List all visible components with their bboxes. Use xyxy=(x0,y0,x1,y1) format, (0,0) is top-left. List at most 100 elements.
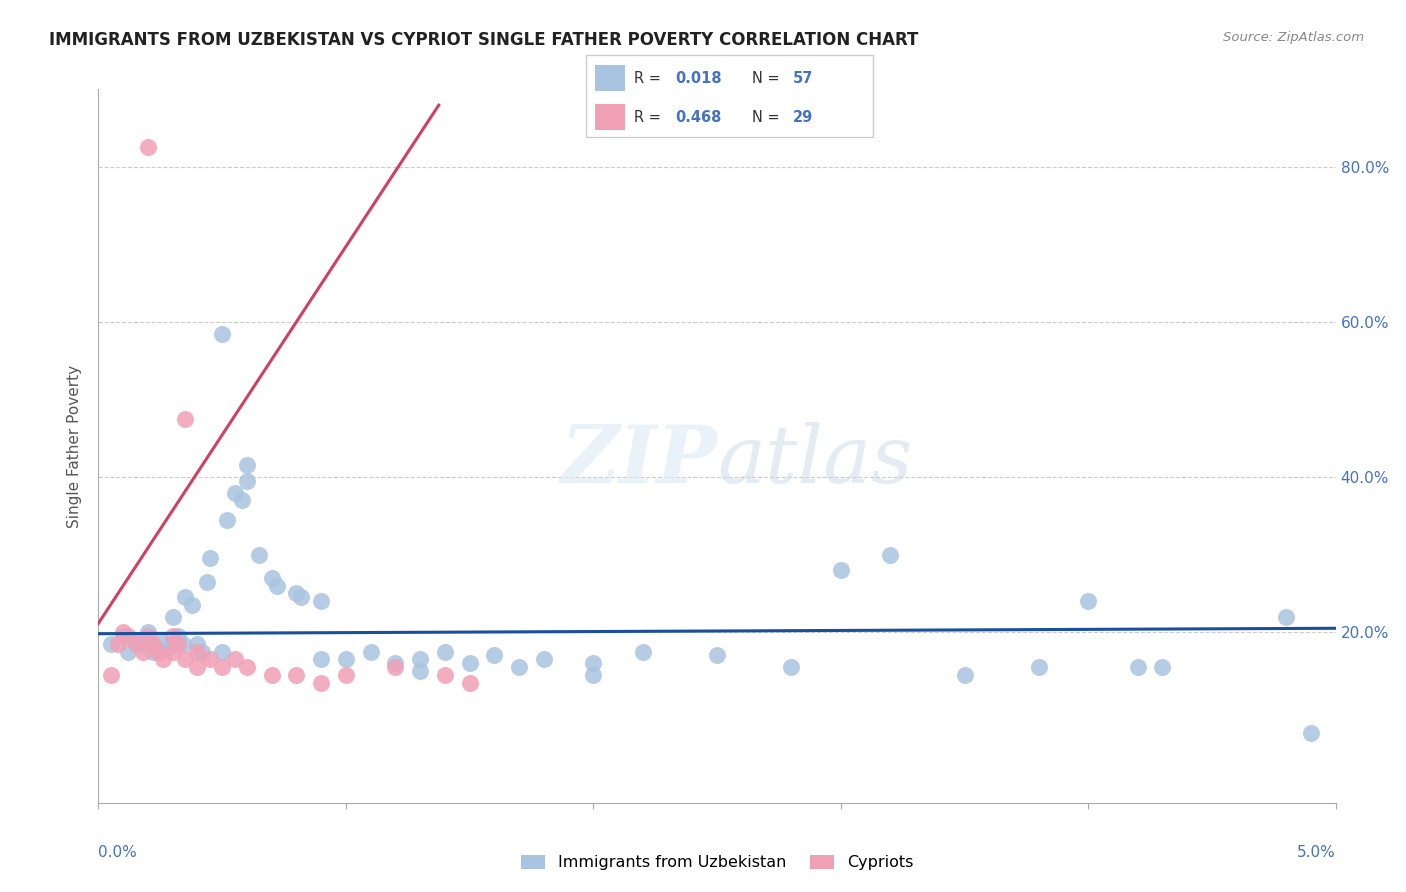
Point xyxy=(124,632,146,647)
Point xyxy=(146,644,169,658)
Point xyxy=(112,625,135,640)
Point xyxy=(166,637,188,651)
Text: 29: 29 xyxy=(793,110,814,125)
FancyBboxPatch shape xyxy=(586,55,873,136)
Point xyxy=(132,644,155,658)
Text: R =: R = xyxy=(634,110,665,125)
Point xyxy=(124,637,146,651)
Text: R =: R = xyxy=(634,70,665,86)
Point xyxy=(433,644,456,658)
Point xyxy=(582,656,605,670)
Point xyxy=(582,668,605,682)
Point xyxy=(162,644,184,658)
Point xyxy=(191,644,214,658)
Point xyxy=(384,660,406,674)
Bar xyxy=(595,104,624,130)
Point xyxy=(247,548,270,562)
Point xyxy=(285,586,308,600)
Text: 5.0%: 5.0% xyxy=(1296,846,1336,861)
Point xyxy=(1275,609,1298,624)
Point xyxy=(236,474,259,488)
Point xyxy=(260,668,283,682)
Point xyxy=(112,629,135,643)
Text: ZIP: ZIP xyxy=(560,422,717,499)
Point xyxy=(174,591,197,605)
Point xyxy=(156,640,179,655)
Point xyxy=(1077,594,1099,608)
Point xyxy=(879,548,901,562)
Point xyxy=(290,591,312,605)
Legend: Immigrants from Uzbekistan, Cypriots: Immigrants from Uzbekistan, Cypriots xyxy=(515,848,920,877)
Point xyxy=(309,652,332,666)
Point xyxy=(136,629,159,643)
Point xyxy=(211,660,233,674)
Text: N =: N = xyxy=(752,110,785,125)
Point xyxy=(631,644,654,658)
Point xyxy=(433,668,456,682)
Point xyxy=(1152,660,1174,674)
Point xyxy=(1299,726,1322,740)
Point xyxy=(285,668,308,682)
Point xyxy=(458,656,481,670)
Point xyxy=(152,652,174,666)
Point xyxy=(780,660,803,674)
Point xyxy=(107,637,129,651)
Point xyxy=(231,493,253,508)
Text: Source: ZipAtlas.com: Source: ZipAtlas.com xyxy=(1223,31,1364,45)
Y-axis label: Single Father Poverty: Single Father Poverty xyxy=(67,365,83,527)
Point xyxy=(360,644,382,658)
Point xyxy=(117,644,139,658)
Point xyxy=(953,668,976,682)
Text: N =: N = xyxy=(752,70,785,86)
Point xyxy=(100,668,122,682)
Point xyxy=(409,652,432,666)
Point xyxy=(142,637,165,651)
Point xyxy=(236,458,259,473)
Bar xyxy=(595,65,624,91)
Point xyxy=(335,652,357,666)
Point xyxy=(162,637,184,651)
Point xyxy=(236,660,259,674)
Point xyxy=(266,579,288,593)
Text: IMMIGRANTS FROM UZBEKISTAN VS CYPRIOT SINGLE FATHER POVERTY CORRELATION CHART: IMMIGRANTS FROM UZBEKISTAN VS CYPRIOT SI… xyxy=(49,31,918,49)
Text: 0.0%: 0.0% xyxy=(98,846,138,861)
Point xyxy=(162,629,184,643)
Point xyxy=(166,629,188,643)
Point xyxy=(186,637,208,651)
Point xyxy=(508,660,530,674)
Text: atlas: atlas xyxy=(717,422,912,499)
Point xyxy=(409,664,432,678)
Point xyxy=(217,513,239,527)
Point xyxy=(142,644,165,658)
Point xyxy=(132,637,155,651)
Text: 0.018: 0.018 xyxy=(675,70,721,86)
Point xyxy=(181,598,204,612)
Point xyxy=(484,648,506,663)
Point xyxy=(136,140,159,154)
Point xyxy=(260,571,283,585)
Text: 0.468: 0.468 xyxy=(675,110,721,125)
Point xyxy=(309,594,332,608)
Point xyxy=(706,648,728,663)
Point xyxy=(149,632,172,647)
Point xyxy=(198,652,221,666)
Point xyxy=(533,652,555,666)
Point xyxy=(186,644,208,658)
Point xyxy=(162,609,184,624)
Point xyxy=(309,675,332,690)
Point xyxy=(335,668,357,682)
Point xyxy=(384,656,406,670)
Point xyxy=(224,485,246,500)
Point xyxy=(172,637,194,651)
Point xyxy=(211,644,233,658)
Point xyxy=(830,563,852,577)
Point xyxy=(198,551,221,566)
Point xyxy=(136,625,159,640)
Point xyxy=(1126,660,1149,674)
Point xyxy=(100,637,122,651)
Point xyxy=(195,574,218,589)
Point xyxy=(1028,660,1050,674)
Point xyxy=(117,629,139,643)
Point xyxy=(211,326,233,341)
Point xyxy=(174,652,197,666)
